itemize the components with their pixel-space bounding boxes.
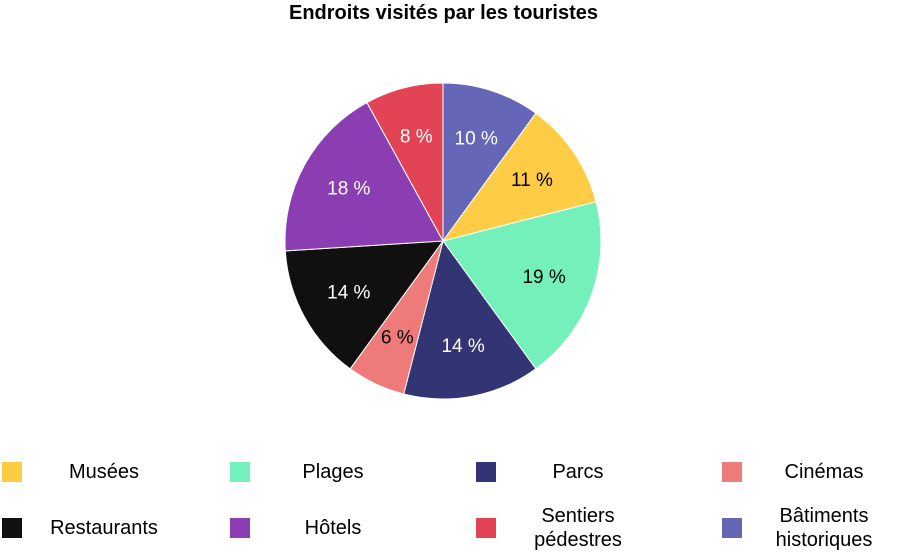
- slice-value-label-parcs: 14 %: [441, 336, 484, 357]
- slice-value-label-sentiers-pedestres: 8 %: [400, 126, 433, 147]
- pie-slice-plages: [442, 201, 602, 370]
- pie-slice-batiments-historiques: [442, 82, 537, 243]
- legend-swatch: [2, 518, 22, 538]
- pie-slice-musees: [441, 112, 597, 242]
- legend-item-musees: Musées: [2, 450, 182, 494]
- legend-swatch: [230, 462, 250, 482]
- legend-label: Bâtiments historiques: [775, 505, 873, 551]
- legend-item-sentiers-pedestres: Sentiers pédestres: [476, 505, 656, 551]
- pie-slice-labels: 10 % 11 % 19 % 14 % 6 % 14 % 18 % 8 %: [327, 126, 566, 357]
- pie-slice-parcs: [403, 239, 537, 400]
- legend-item-batiments-historiques: Bâtiments historiques: [722, 505, 902, 551]
- slice-value-label-musees: 11 %: [511, 170, 553, 191]
- legend-label: Parcs: [552, 461, 604, 483]
- legend-label: Cinémas: [784, 461, 864, 483]
- legend-item-hotels: Hôtels: [230, 506, 410, 550]
- legend-swatch: [476, 518, 496, 538]
- legend-item-cinemas: Cinémas: [722, 450, 902, 494]
- legend-label: Plages: [302, 461, 364, 483]
- legend-item-plages: Plages: [230, 450, 410, 494]
- legend-label: Hôtels: [304, 517, 362, 539]
- slice-value-label-batiments-historiques: 10 %: [455, 128, 498, 149]
- legend-item-parcs: Parcs: [476, 450, 656, 494]
- pie-slice-hotels: [284, 101, 444, 252]
- pie-slice-restaurants: [284, 240, 445, 370]
- slice-value-label-plages: 19 %: [522, 267, 565, 288]
- chart-title: Endroits visités par les touristes: [289, 2, 598, 24]
- pie-slices: [284, 82, 602, 400]
- slice-value-label-restaurants: 14 %: [327, 282, 370, 303]
- legend-label: Sentiers pédestres: [534, 505, 622, 551]
- pie-slice-sentiers-pedestres: [366, 82, 444, 242]
- slice-value-label-cinemas: 6 %: [381, 328, 414, 349]
- legend-swatch: [2, 462, 22, 482]
- legend-item-restaurants: Restaurants: [2, 506, 182, 550]
- legend-label: Musées: [68, 461, 140, 483]
- legend-swatch: [722, 462, 742, 482]
- legend-label: Restaurants: [50, 517, 158, 539]
- slice-value-label-hotels: 18 %: [327, 179, 370, 200]
- legend-swatch: [722, 518, 742, 538]
- legend-swatch: [230, 518, 250, 538]
- legend-swatch: [476, 462, 496, 482]
